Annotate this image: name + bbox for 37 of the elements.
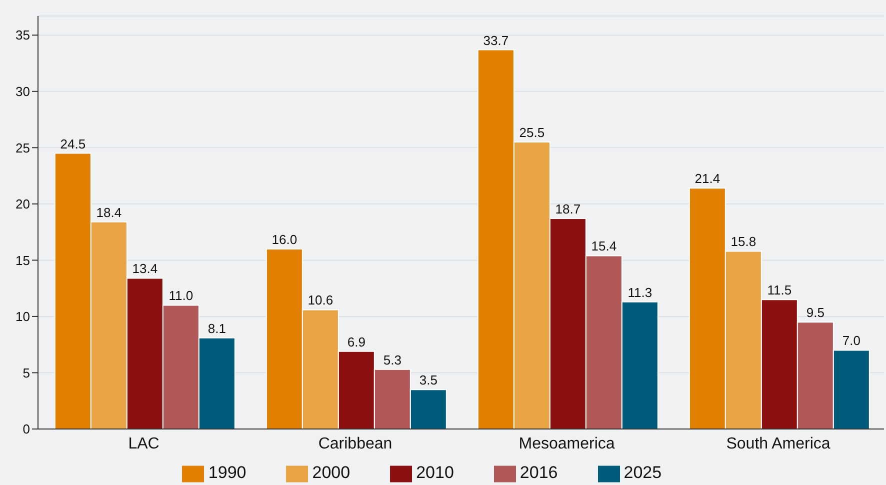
y-tick-label: 10 — [16, 309, 30, 324]
data-label: 3.5 — [419, 372, 438, 388]
data-label: 18.4 — [96, 204, 122, 220]
data-label: 11.3 — [628, 284, 652, 300]
x-tick-label: Caribbean — [318, 435, 392, 452]
data-label: 11.0 — [168, 288, 194, 304]
legend-label: 1990 — [208, 463, 246, 482]
y-tick-label: 0 — [22, 422, 30, 437]
data-label: 11.5 — [767, 282, 792, 298]
y-tick-label: 25 — [16, 140, 30, 156]
y-tick-label: 15 — [16, 252, 30, 268]
y-tick-label: 35 — [16, 28, 30, 43]
x-tick-label: Mesoamerica — [518, 435, 615, 452]
data-label: 8.1 — [208, 320, 226, 336]
data-label: 10.6 — [308, 292, 334, 308]
legend-label: 2000 — [312, 463, 350, 482]
data-label: 16.0 — [272, 232, 298, 247]
x-tick-label: South America — [726, 435, 830, 452]
data-label: 9.5 — [806, 305, 824, 320]
data-label: 7.0 — [842, 333, 860, 348]
data-label: 25.5 — [519, 125, 545, 140]
data-label: 6.9 — [347, 334, 366, 350]
data-label: 15.4 — [591, 238, 617, 254]
data-label: 18.7 — [555, 202, 581, 217]
legend-label: 2010 — [416, 463, 454, 482]
data-label: 13.4 — [132, 261, 158, 276]
y-tick-label: 20 — [16, 196, 30, 212]
y-tick-label: 30 — [16, 84, 30, 100]
legend-label: 2016 — [520, 463, 558, 482]
x-tick-label: LAC — [128, 435, 160, 452]
data-label: 21.4 — [694, 171, 720, 186]
y-tick-label: 5 — [22, 365, 30, 380]
data-label: 5.3 — [383, 352, 402, 368]
data-label: 33.7 — [483, 32, 509, 48]
data-label: 15.8 — [730, 234, 756, 250]
data-label: 24.5 — [60, 136, 86, 152]
legend-label: 2025 — [624, 463, 662, 482]
